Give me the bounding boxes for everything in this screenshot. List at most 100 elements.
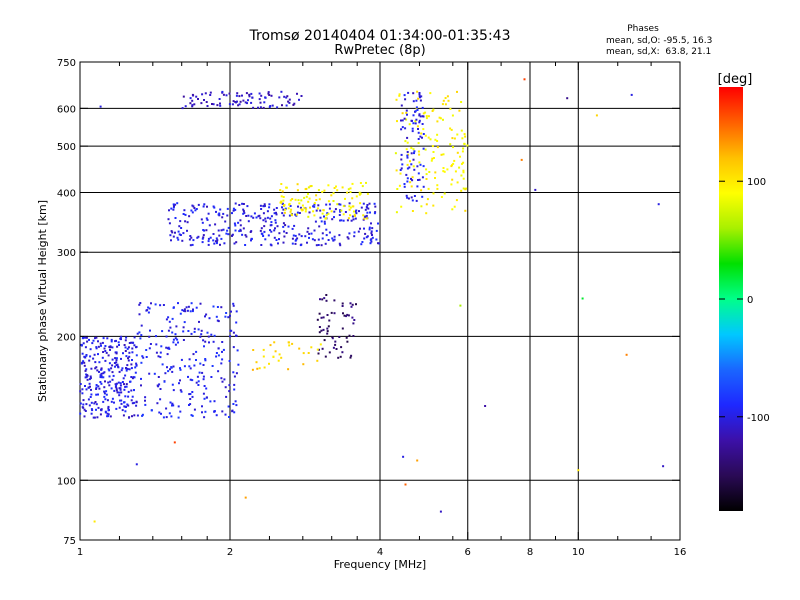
data-point [342, 219, 345, 222]
data-point [317, 244, 320, 246]
data-point [284, 224, 287, 227]
data-point [422, 147, 425, 150]
data-point [180, 390, 183, 393]
data-point [87, 386, 90, 389]
data-point [200, 329, 203, 332]
data-point [237, 221, 240, 224]
data-point [359, 202, 362, 205]
data-point [245, 215, 248, 217]
data-point [412, 148, 415, 151]
data-point [213, 242, 216, 245]
data-point [177, 230, 180, 233]
data-point [239, 219, 242, 222]
data-point [413, 152, 415, 155]
data-point [361, 185, 364, 188]
data-point [133, 376, 136, 379]
data-point [195, 350, 198, 353]
data-point [296, 189, 299, 192]
axis-ticks [79, 61, 681, 541]
data-point [330, 194, 333, 197]
data-point [202, 375, 205, 378]
data-point [338, 234, 341, 237]
grid [80, 62, 680, 540]
data-point [308, 211, 311, 214]
data-point [99, 342, 102, 345]
data-point [121, 367, 124, 370]
data-point [204, 359, 207, 362]
data-point [221, 341, 224, 343]
data-point [321, 237, 324, 240]
info-line-o: mean, sd,O: -95.5, 16.3 [606, 36, 712, 46]
data-point [367, 207, 370, 210]
data-point [275, 213, 278, 216]
data-point [292, 234, 295, 237]
data-point [282, 241, 285, 244]
data-point [128, 342, 131, 344]
data-point [187, 305, 190, 308]
data-point [318, 348, 320, 351]
data-point [104, 411, 107, 414]
data-point [285, 104, 288, 107]
data-point [127, 395, 130, 398]
data-point [235, 101, 237, 104]
data-point [159, 351, 162, 354]
data-point [168, 320, 171, 323]
data-point [352, 335, 355, 337]
data-point [339, 355, 342, 358]
data-point [178, 233, 181, 236]
data-point [320, 329, 323, 332]
data-point [333, 235, 336, 238]
data-point [258, 98, 261, 101]
data-point [275, 211, 277, 214]
data-point [461, 150, 464, 153]
data-point [195, 359, 197, 361]
data-point [115, 407, 118, 410]
data-point [110, 387, 113, 390]
data-point [214, 240, 217, 243]
data-point [406, 196, 409, 199]
data-point [263, 225, 266, 228]
data-point [425, 117, 428, 120]
data-point [200, 102, 203, 105]
data-point [108, 362, 111, 365]
data-point [247, 220, 250, 223]
data-point [172, 235, 175, 238]
data-point [216, 306, 219, 308]
data-point [282, 225, 285, 228]
data-point [88, 382, 91, 385]
data-point [188, 404, 190, 406]
data-point [96, 369, 99, 372]
data-point [97, 406, 100, 409]
data-point [209, 94, 212, 96]
data-point [168, 222, 171, 225]
data-point [287, 225, 290, 228]
data-point [358, 193, 361, 196]
data-point [163, 380, 166, 383]
data-point [287, 368, 290, 371]
data-point [116, 345, 119, 348]
data-point [133, 401, 136, 404]
data-point [180, 358, 183, 361]
data-point [461, 162, 463, 165]
data-point [113, 389, 116, 392]
data-point [92, 357, 95, 360]
data-point [156, 402, 159, 405]
data-point [310, 346, 313, 349]
data-point [150, 302, 152, 305]
data-point [325, 228, 328, 231]
data-point [171, 383, 174, 386]
data-point [434, 138, 437, 141]
y-tick-label: 300 [57, 248, 76, 259]
data-point [167, 346, 170, 349]
data-point [415, 199, 418, 202]
data-point [97, 353, 99, 356]
data-point [81, 392, 84, 395]
data-point [107, 368, 110, 371]
data-point [135, 364, 138, 367]
data-point [432, 192, 435, 195]
data-point [214, 223, 217, 226]
data-point [200, 333, 203, 336]
data-point [348, 208, 351, 211]
data-point [191, 379, 194, 382]
y-tick-label: 75 [63, 536, 76, 547]
